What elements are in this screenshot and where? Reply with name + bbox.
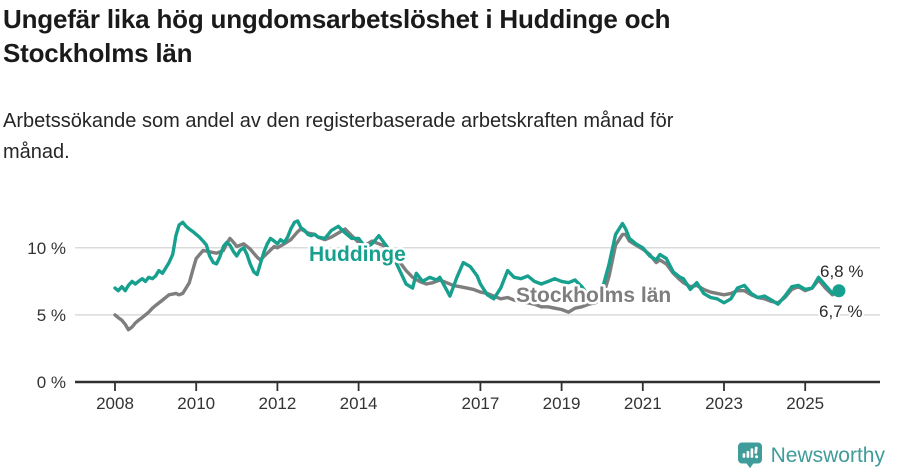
chart-subtitle-line1: Arbetssökande som andel av den registerb…	[3, 110, 674, 132]
y-tick-label-10: 10 %	[27, 239, 66, 258]
x-tick-label-2008: 2008	[96, 394, 134, 413]
series-lines	[113, 219, 846, 332]
chart-subtitle-line2: månad.	[3, 141, 70, 163]
x-tick-label-2021: 2021	[624, 394, 662, 413]
y-tick-label-0: 0 %	[37, 373, 66, 392]
x-axis: 0 % 5 % 10 % 2008 2010 2012 2014 2017 2019 2021 20…	[27, 239, 880, 413]
series-label-huddinge: Huddinge	[309, 243, 406, 266]
gridlines	[75, 247, 880, 316]
y-tick-label-5: 5 %	[37, 306, 66, 325]
x-tick-label-2019: 2019	[543, 394, 581, 413]
page-title-line1: Ungefär lika hög ungdomsarbetslöshet i H…	[3, 4, 671, 34]
x-tick-label-2025: 2025	[786, 394, 824, 413]
series-line-huddinge	[113, 219, 841, 306]
series-label-stockholm: Stockholms län	[516, 284, 671, 307]
newsworthy-wordmark: Newsworthy	[770, 444, 885, 467]
end-value-label-stockholm: 6,7 %	[819, 302, 862, 321]
x-tick-label-2010: 2010	[177, 394, 215, 413]
x-tick-label-2023: 2023	[705, 394, 743, 413]
x-tick-label-2012: 2012	[258, 394, 296, 413]
newsworthy-badge-icon	[737, 442, 762, 469]
x-tick-label-2014: 2014	[340, 394, 378, 413]
newsworthy-logo: Newsworthy	[737, 442, 885, 470]
chart-labels: Huddinge Stockholms län 6,8 % 6,7 %	[307, 241, 866, 324]
chart-subtitle: Arbetssökande som andel av den registerb…	[3, 106, 843, 168]
end-value-label-huddinge: 6,8 %	[820, 262, 863, 281]
bar-chart-glyph	[742, 446, 758, 459]
x-tick-label-2017: 2017	[461, 394, 499, 413]
page-title: Ungefär lika hög ungdomsarbetslöshet i H…	[3, 2, 763, 70]
series-end-dot-huddinge	[832, 284, 846, 298]
page-title-line2: Stockholms län	[3, 38, 193, 68]
